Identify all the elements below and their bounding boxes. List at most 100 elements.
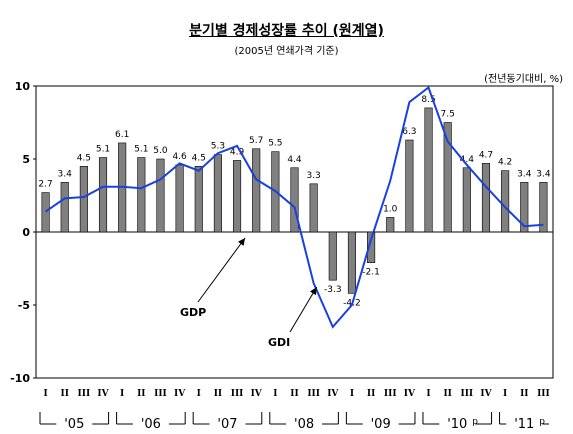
x-tick-label: IV — [404, 389, 416, 399]
bar-value-label: 5.1 — [134, 145, 148, 155]
year-label-suffix: p — [472, 417, 478, 427]
x-tick-label: III — [461, 389, 474, 399]
x-tick-label: III — [231, 389, 244, 399]
x-tick-label: I — [350, 389, 354, 399]
x-tick-label: IV — [97, 389, 109, 399]
gdp-bar — [443, 122, 452, 233]
gdp-bar — [41, 192, 50, 233]
x-tick-label: II — [290, 389, 298, 399]
bar-value-label: 5.3 — [211, 142, 225, 152]
x-tick-label: I — [273, 389, 277, 399]
y-tick-label: 10 — [15, 80, 31, 93]
year-label-bg — [132, 412, 169, 428]
gdi-arrow — [289, 286, 318, 333]
bar-value-label: 3.4 — [58, 169, 73, 179]
bar-value-label: 1.0 — [383, 204, 398, 214]
x-tick-label: I — [43, 389, 47, 399]
bar-value-label: 6.1 — [115, 130, 129, 140]
x-tick-label: IV — [174, 389, 186, 399]
bar-value-label: -2.1 — [362, 268, 380, 278]
x-tick-label: II — [214, 389, 222, 399]
x-tick-label: III — [537, 389, 550, 399]
x-tick-label: I — [426, 389, 430, 399]
gdp-bar — [328, 231, 337, 281]
gdp-bar — [386, 217, 395, 233]
gdp-bar — [424, 107, 433, 233]
gdp-bar — [194, 166, 203, 233]
x-tick-label: I — [503, 389, 507, 399]
year-label-bg — [362, 412, 399, 428]
bar-value-label: 2.7 — [38, 180, 52, 190]
bar-value-label: 5.1 — [96, 145, 110, 155]
x-tick-label: III — [78, 389, 91, 399]
y-tick-label: 5 — [22, 153, 30, 166]
gdi-arrow-head — [309, 287, 317, 296]
gdp-bar — [156, 158, 165, 233]
year-label-bg — [209, 412, 246, 428]
bar-value-label: 4.4 — [287, 155, 302, 165]
gdp-annotation: GDP — [180, 306, 206, 319]
bar-value-label: 4.2 — [498, 158, 512, 168]
bar-value-label: 4.5 — [77, 153, 91, 163]
gdp-bar — [539, 182, 548, 233]
x-tick-label: IV — [251, 389, 263, 399]
gdp-bar — [405, 139, 414, 233]
year-label: '11 — [514, 417, 534, 432]
bar-value-label: 6.3 — [402, 127, 416, 137]
gdp-bar — [137, 157, 146, 233]
gdp-bar — [481, 163, 491, 233]
gdp-bar — [347, 231, 356, 294]
chart-subtitle: (2005년 연쇄가격 기준) — [234, 46, 339, 57]
gdp-bar — [367, 231, 376, 263]
bar-value-label: 4.5 — [192, 153, 206, 163]
gdp-bar — [252, 148, 261, 233]
x-tick-label: I — [120, 389, 124, 399]
gdp-bar — [290, 167, 299, 233]
x-tick-label: IV — [327, 389, 339, 399]
gdp-bar — [462, 167, 471, 233]
x-tick-label: III — [307, 389, 320, 399]
bar-value-label: 5.7 — [249, 136, 263, 146]
x-tick-label: III — [384, 389, 397, 399]
year-label: '07 — [217, 417, 237, 432]
gdp-bar — [60, 182, 69, 233]
year-label: '09 — [371, 417, 391, 432]
x-tick-label: II — [520, 389, 528, 399]
bar-value-label: 4.9 — [230, 147, 245, 157]
bar-value-label: 3.4 — [517, 169, 532, 179]
bar-value-label: 8.5 — [421, 95, 435, 105]
year-label: '10 — [447, 417, 467, 432]
bar-value-label: 4.6 — [172, 152, 187, 162]
chart-title: 분기별 경제성장률 추이 (원계열) — [189, 23, 384, 39]
gdp-bar — [175, 164, 184, 233]
year-label-bg — [56, 412, 93, 428]
bar-value-label: 3.4 — [536, 169, 551, 179]
bar-value-label: 3.3 — [306, 171, 320, 181]
gdp-arrow — [197, 237, 246, 303]
x-tick-label: I — [197, 389, 201, 399]
x-tick-label: II — [443, 389, 451, 399]
year-label: '05 — [64, 417, 84, 432]
gdp-bar — [79, 166, 88, 233]
bar-value-label: 7.5 — [441, 110, 455, 120]
year-label-bg — [439, 412, 476, 428]
x-tick-label: II — [61, 389, 69, 399]
gdp-bar — [233, 160, 242, 233]
bar-value-label: 5.0 — [153, 146, 168, 156]
gdi-annotation: GDI — [268, 336, 290, 349]
y-tick-label: 0 — [22, 226, 30, 239]
y-tick-label: -10 — [10, 372, 30, 385]
gdi-line — [45, 85, 544, 329]
y-tick-label: -5 — [18, 299, 30, 312]
bar-value-label: 4.7 — [479, 150, 493, 160]
gdp-bar — [98, 157, 108, 233]
bar-value-label: 4.4 — [460, 155, 475, 165]
bar-value-label: 5.5 — [268, 139, 282, 149]
x-tick-label: II — [137, 389, 145, 399]
x-tick-label: III — [154, 389, 167, 399]
gdp-bar — [309, 183, 318, 233]
year-label-bg — [286, 412, 323, 428]
gdp-bar — [501, 170, 510, 233]
x-tick-label: II — [367, 389, 375, 399]
